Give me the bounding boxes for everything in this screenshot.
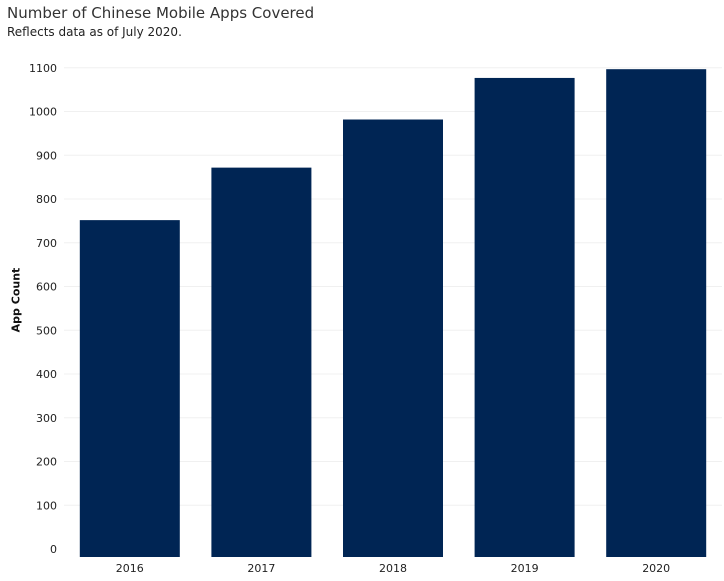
- bar-2019: [474, 77, 575, 557]
- bar-2017: [211, 167, 312, 557]
- x-tick-label: 2016: [116, 562, 144, 575]
- y-tick-labels: 0 100 200 300 400 500 600 700 800 900 1000 1100: [29, 62, 57, 556]
- bar-2016: [79, 220, 180, 557]
- bars: [79, 69, 707, 557]
- y-tick-label: 800: [36, 193, 57, 206]
- y-tick-label: 0: [50, 543, 57, 556]
- chart-title: Number of Chinese Mobile Apps Covered: [7, 4, 315, 22]
- y-tick-label: 300: [36, 412, 57, 425]
- y-tick-label: 200: [36, 456, 57, 469]
- y-tick-label: 900: [36, 149, 57, 162]
- x-tick-label: 2019: [511, 562, 539, 575]
- y-tick-label: 100: [36, 499, 57, 512]
- bar-2020: [606, 69, 707, 557]
- x-tick-labels: 2016 2017 2018 2019 2020: [116, 562, 670, 575]
- bar-2018: [343, 119, 443, 557]
- x-tick-label: 2018: [379, 562, 407, 575]
- chart-subtitle: Reflects data as of July 2020.: [7, 25, 182, 39]
- y-tick-label: 1100: [29, 62, 57, 75]
- x-tick-label: 2017: [247, 562, 275, 575]
- y-tick-label: 1000: [29, 106, 57, 119]
- y-tick-label: 400: [36, 368, 57, 381]
- y-tick-label: 600: [36, 281, 57, 294]
- y-tick-label: 500: [36, 324, 57, 337]
- y-tick-label: 700: [36, 237, 57, 250]
- x-tick-label: 2020: [642, 562, 670, 575]
